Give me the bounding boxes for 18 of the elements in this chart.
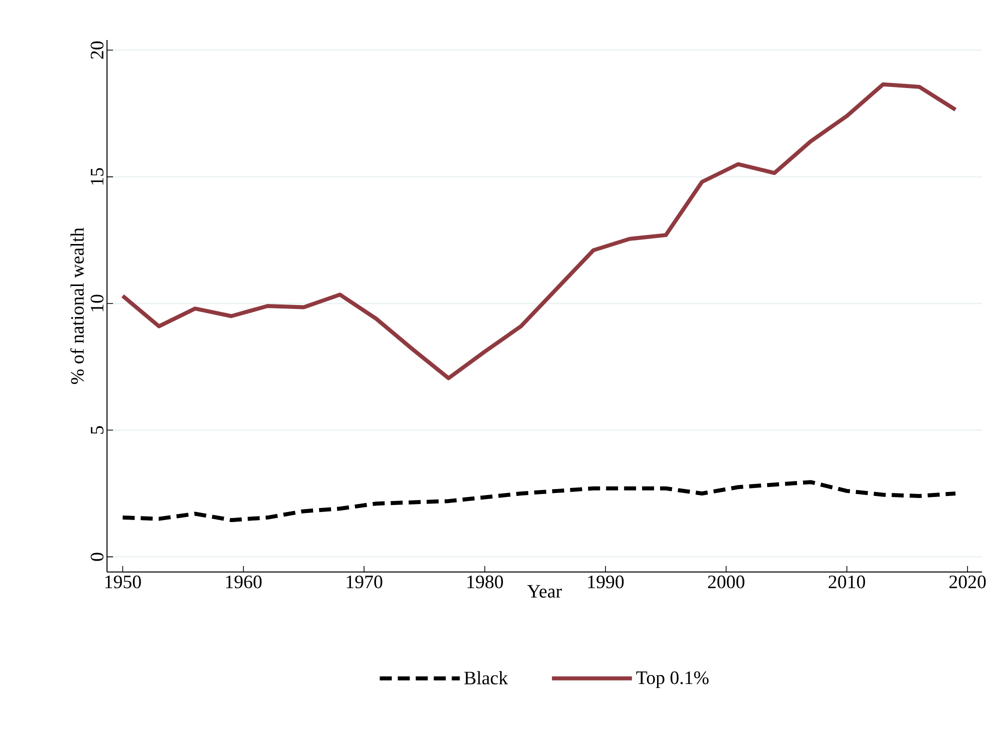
x-tick-label: 1950	[105, 576, 141, 588]
y-tick-label: 10	[90, 294, 104, 312]
line-series	[120, 82, 958, 380]
legend-label: Black	[464, 671, 508, 684]
y-tick-label: 5	[90, 426, 104, 434]
x-tick-label: 2010	[828, 576, 866, 588]
y-tick-label: 15	[90, 168, 104, 185]
x-tick-label: 1960	[226, 576, 262, 588]
y-tick-label: 20	[90, 41, 104, 59]
legend-label: Top 0.1%	[636, 671, 709, 688]
x-tick-label: 1990	[588, 576, 624, 588]
x-tick-label: 1980	[468, 576, 503, 588]
y-tick-label: 0	[90, 552, 104, 561]
x-tick-label: 1970	[346, 576, 382, 588]
x-axis-title: Year	[527, 585, 562, 598]
x-tick-label: 2020	[949, 576, 986, 588]
x-tick-label: 2000	[708, 576, 744, 588]
y-axis-title: % of national wealth	[70, 228, 84, 384]
